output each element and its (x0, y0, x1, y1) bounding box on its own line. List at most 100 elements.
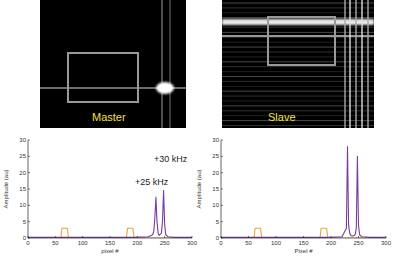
y-tick (28, 238, 30, 239)
stripe (222, 61, 374, 62)
x-axis-label: Pixel # (294, 248, 313, 254)
y-tick-label: 20 (19, 170, 26, 176)
y-tick (28, 140, 30, 141)
x-tick (358, 236, 359, 238)
x-tick-label: 100 (78, 240, 89, 246)
plot-area (221, 147, 386, 238)
y-tick (221, 156, 223, 157)
stripe (222, 105, 374, 106)
stripe (222, 42, 374, 43)
y-tick-label: 20 (212, 170, 219, 176)
y-tick (28, 205, 30, 206)
plot-area (28, 191, 192, 238)
y-tick (28, 172, 30, 173)
chart: 050100150200250300051015202530Pixel #Amp… (196, 137, 392, 254)
stripe (222, 76, 374, 77)
y-tick-label: 30 (19, 137, 26, 143)
stripe (222, 47, 374, 48)
bright-line (344, 0, 345, 128)
image-background (40, 0, 186, 128)
x-tick (386, 236, 387, 238)
x-tick (192, 236, 193, 238)
x-tick-label: 250 (160, 240, 171, 246)
y-tick-label: 25 (212, 153, 219, 159)
image-label: Master (92, 111, 126, 123)
image-label: Slave (268, 111, 296, 123)
x-tick-label: 100 (271, 240, 282, 246)
y-axis-label: Amplitude (au) (196, 169, 202, 208)
x-tick (248, 236, 249, 238)
stripe (222, 81, 374, 82)
y-tick (221, 172, 223, 173)
stripe (222, 27, 374, 28)
x-tick-label: 300 (381, 240, 392, 246)
stripe (222, 120, 374, 121)
bright-line (170, 0, 171, 128)
stripe (222, 71, 374, 72)
x-tick (276, 236, 277, 238)
y-tick (221, 189, 223, 190)
y-tick (28, 189, 30, 190)
stripe (222, 86, 374, 87)
y-tick-label: 30 (212, 137, 219, 143)
image-panel: Master (40, 0, 186, 128)
x-tick-label: 0 (219, 240, 223, 246)
x-tick-label: 50 (52, 240, 59, 246)
bright-line (162, 0, 163, 128)
stripe (222, 110, 374, 111)
stripe (222, 12, 374, 13)
x-tick-label: 0 (26, 240, 30, 246)
series-line (28, 191, 192, 238)
x-tick-label: 200 (132, 240, 143, 246)
bright-line (367, 0, 368, 128)
x-tick (164, 236, 165, 238)
y-tick-label: 15 (19, 186, 26, 192)
y-tick-label: 5 (23, 219, 27, 225)
y-tick (221, 140, 223, 141)
y-tick-label: 10 (19, 202, 26, 208)
stripe (222, 96, 374, 97)
x-tick-label: 200 (326, 240, 337, 246)
y-tick-label: 15 (212, 186, 219, 192)
x-axis-label: pixel # (101, 248, 119, 254)
x-tick (55, 236, 56, 238)
roi-box (268, 17, 335, 65)
stripe (222, 7, 374, 8)
x-tick (137, 236, 138, 238)
stripe (222, 115, 374, 116)
x-tick (331, 236, 332, 238)
stripe (222, 125, 374, 126)
bright-spot (156, 82, 174, 94)
x-tick (303, 236, 304, 238)
y-tick (221, 238, 223, 239)
bright-line (355, 0, 356, 128)
bright-band (222, 35, 374, 37)
stripe (222, 91, 374, 92)
x-tick-label: 50 (245, 240, 252, 246)
bright-line (349, 0, 350, 128)
x-tick-label: 150 (298, 240, 309, 246)
stripe (222, 66, 374, 67)
stripe (222, 101, 374, 102)
image-panel: Slave (222, 0, 374, 128)
y-tick-label: 25 (19, 153, 26, 159)
annotation: +25 kHz (135, 177, 169, 187)
stripe (222, 56, 374, 57)
stripe (222, 3, 374, 4)
bright-band (222, 19, 374, 25)
y-tick-label: 5 (216, 219, 220, 225)
y-tick-label: 0 (216, 235, 220, 241)
figure: MasterSlave05010015020025030005101520253… (0, 0, 400, 258)
y-tick-label: 0 (23, 235, 27, 241)
bright-line (361, 0, 362, 128)
annotation: +30 kHz (154, 154, 188, 164)
image-background (222, 0, 374, 128)
stripe (222, 32, 374, 33)
x-tick (82, 236, 83, 238)
x-tick-label: 150 (105, 240, 116, 246)
y-tick (221, 221, 223, 222)
x-tick-label: 300 (187, 240, 198, 246)
y-tick (28, 156, 30, 157)
y-tick (221, 205, 223, 206)
y-axis-label: Amplitude (au) (3, 169, 9, 208)
